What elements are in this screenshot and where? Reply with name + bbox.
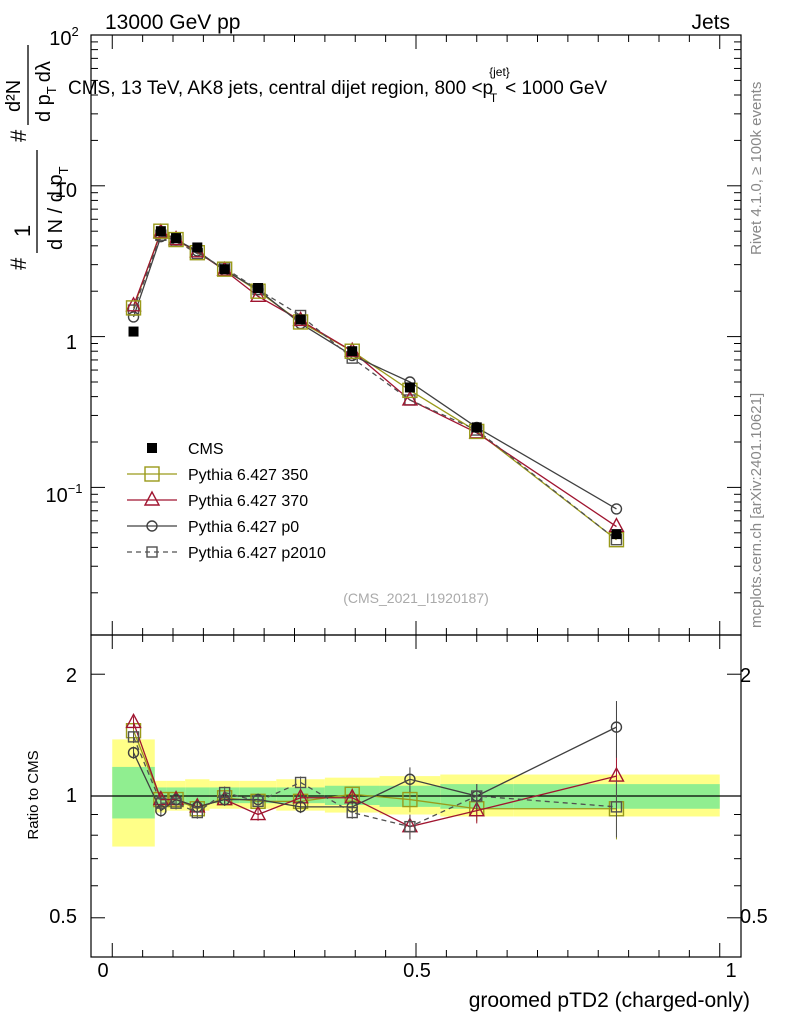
data-point xyxy=(144,466,160,482)
upper-data xyxy=(125,223,625,548)
data-point xyxy=(127,731,140,743)
data-point xyxy=(155,226,166,237)
legend-label: CMS xyxy=(188,441,224,458)
data-point xyxy=(216,261,233,277)
x-ticks xyxy=(111,35,721,957)
data-point xyxy=(468,801,485,817)
data-point xyxy=(171,233,182,244)
data-point xyxy=(404,820,416,833)
data-point xyxy=(218,786,231,799)
ytick-01: 10 xyxy=(45,485,67,507)
svg-text:#: # xyxy=(6,257,31,270)
legend-label: Pythia 6.427 350 xyxy=(188,467,308,484)
data-point xyxy=(153,223,169,239)
data-point xyxy=(125,300,142,316)
data-point xyxy=(168,231,184,248)
data-point xyxy=(347,346,358,357)
data-point xyxy=(125,296,142,312)
analysis-watermark: (CMS_2021_I1920187) xyxy=(343,590,489,606)
lower-ytick-labels: 0.5 1 2 0.5 2 xyxy=(49,665,768,928)
svg-text:#: # xyxy=(6,129,31,142)
ratio-ylabel: Ratio to CMS xyxy=(25,750,42,839)
rivet-label: Rivet 4.1.0, ≥ 100k events xyxy=(748,82,765,255)
data-point xyxy=(219,264,230,275)
data-point xyxy=(471,790,483,802)
upper-ytick-labels: 102 10 1 10−1 xyxy=(45,24,82,507)
data-point xyxy=(344,343,360,359)
ratio-data xyxy=(125,701,625,840)
svg-text:d pTdλ: d pTdλ xyxy=(33,61,59,122)
data-point xyxy=(127,746,140,759)
data-point xyxy=(401,390,419,406)
legend-label: Pythia 6.427 p0 xyxy=(188,519,299,536)
ratio-tick-2-right: 2 xyxy=(740,665,751,687)
data-point xyxy=(147,443,157,453)
data-point xyxy=(128,326,139,337)
x-axis-label: groomed pTD2 (charged-only) xyxy=(469,989,750,1012)
lower-y-ticks xyxy=(91,673,741,919)
data-point xyxy=(146,546,158,558)
ratio-tick-2: 2 xyxy=(66,665,77,687)
data-point xyxy=(155,797,167,809)
header-right: Jets xyxy=(691,11,730,34)
ratio-tick-1: 1 xyxy=(66,785,77,807)
ytick-100: 10 xyxy=(49,28,71,50)
xtick-labels: 0 0.5 1 xyxy=(97,960,736,982)
ytick-10: 10 xyxy=(55,180,77,202)
data-point xyxy=(471,422,482,433)
data-point xyxy=(253,283,264,294)
legend: CMS Pythia 6.427 350 Pythia 6.427 370 Pythi… xyxy=(127,441,326,562)
data-point xyxy=(294,776,307,789)
legend-label: Pythia 6.427 p2010 xyxy=(188,545,326,562)
data-point xyxy=(610,721,623,733)
data-point xyxy=(294,801,307,813)
data-point xyxy=(610,801,623,813)
data-point xyxy=(170,797,182,809)
legend-label: Pythia 6.427 370 xyxy=(188,493,308,510)
svg-text:10−1: 10−1 xyxy=(45,481,82,507)
svg-text:d²N: d²N xyxy=(3,80,25,112)
ytick-1: 1 xyxy=(66,332,77,354)
xtick-0: 0 xyxy=(97,960,108,982)
upper-ylabel: # 1 d N / d pT # d²N d pTdλ xyxy=(3,45,71,270)
data-point xyxy=(404,382,415,393)
svg-text:1: 1 xyxy=(10,225,35,237)
data-point xyxy=(143,490,161,506)
header-left: 13000 GeV pp xyxy=(105,11,240,34)
data-point xyxy=(346,806,358,819)
data-point xyxy=(191,806,204,819)
data-point xyxy=(295,314,306,325)
svg-text:d N / d pT: d N / d pT xyxy=(45,166,71,250)
data-point xyxy=(192,242,203,253)
plot-title: CMS, 13 TeV, AK8 jets, central dijet reg… xyxy=(68,65,607,105)
lower-frame xyxy=(90,634,742,958)
xtick-1: 1 xyxy=(725,960,736,982)
ratio-tick-05-right: 0.5 xyxy=(740,906,768,928)
band-inner xyxy=(112,766,155,819)
data-point xyxy=(611,529,622,540)
svg-text:102: 102 xyxy=(49,24,78,50)
data-point xyxy=(125,712,142,729)
xtick-05: 0.5 xyxy=(403,960,431,982)
mcplots-label: mcplots.cern.ch [arXiv:2401.10621] xyxy=(748,393,765,628)
data-point xyxy=(402,791,418,808)
ratio-tick-05: 0.5 xyxy=(49,906,77,928)
data-point xyxy=(404,773,416,785)
upper-y-ticks xyxy=(91,34,741,594)
data-point xyxy=(146,520,158,532)
data-point xyxy=(610,503,623,515)
data-point xyxy=(249,286,267,303)
data-point xyxy=(249,805,267,821)
data-point xyxy=(127,311,140,323)
data-point xyxy=(252,795,264,808)
